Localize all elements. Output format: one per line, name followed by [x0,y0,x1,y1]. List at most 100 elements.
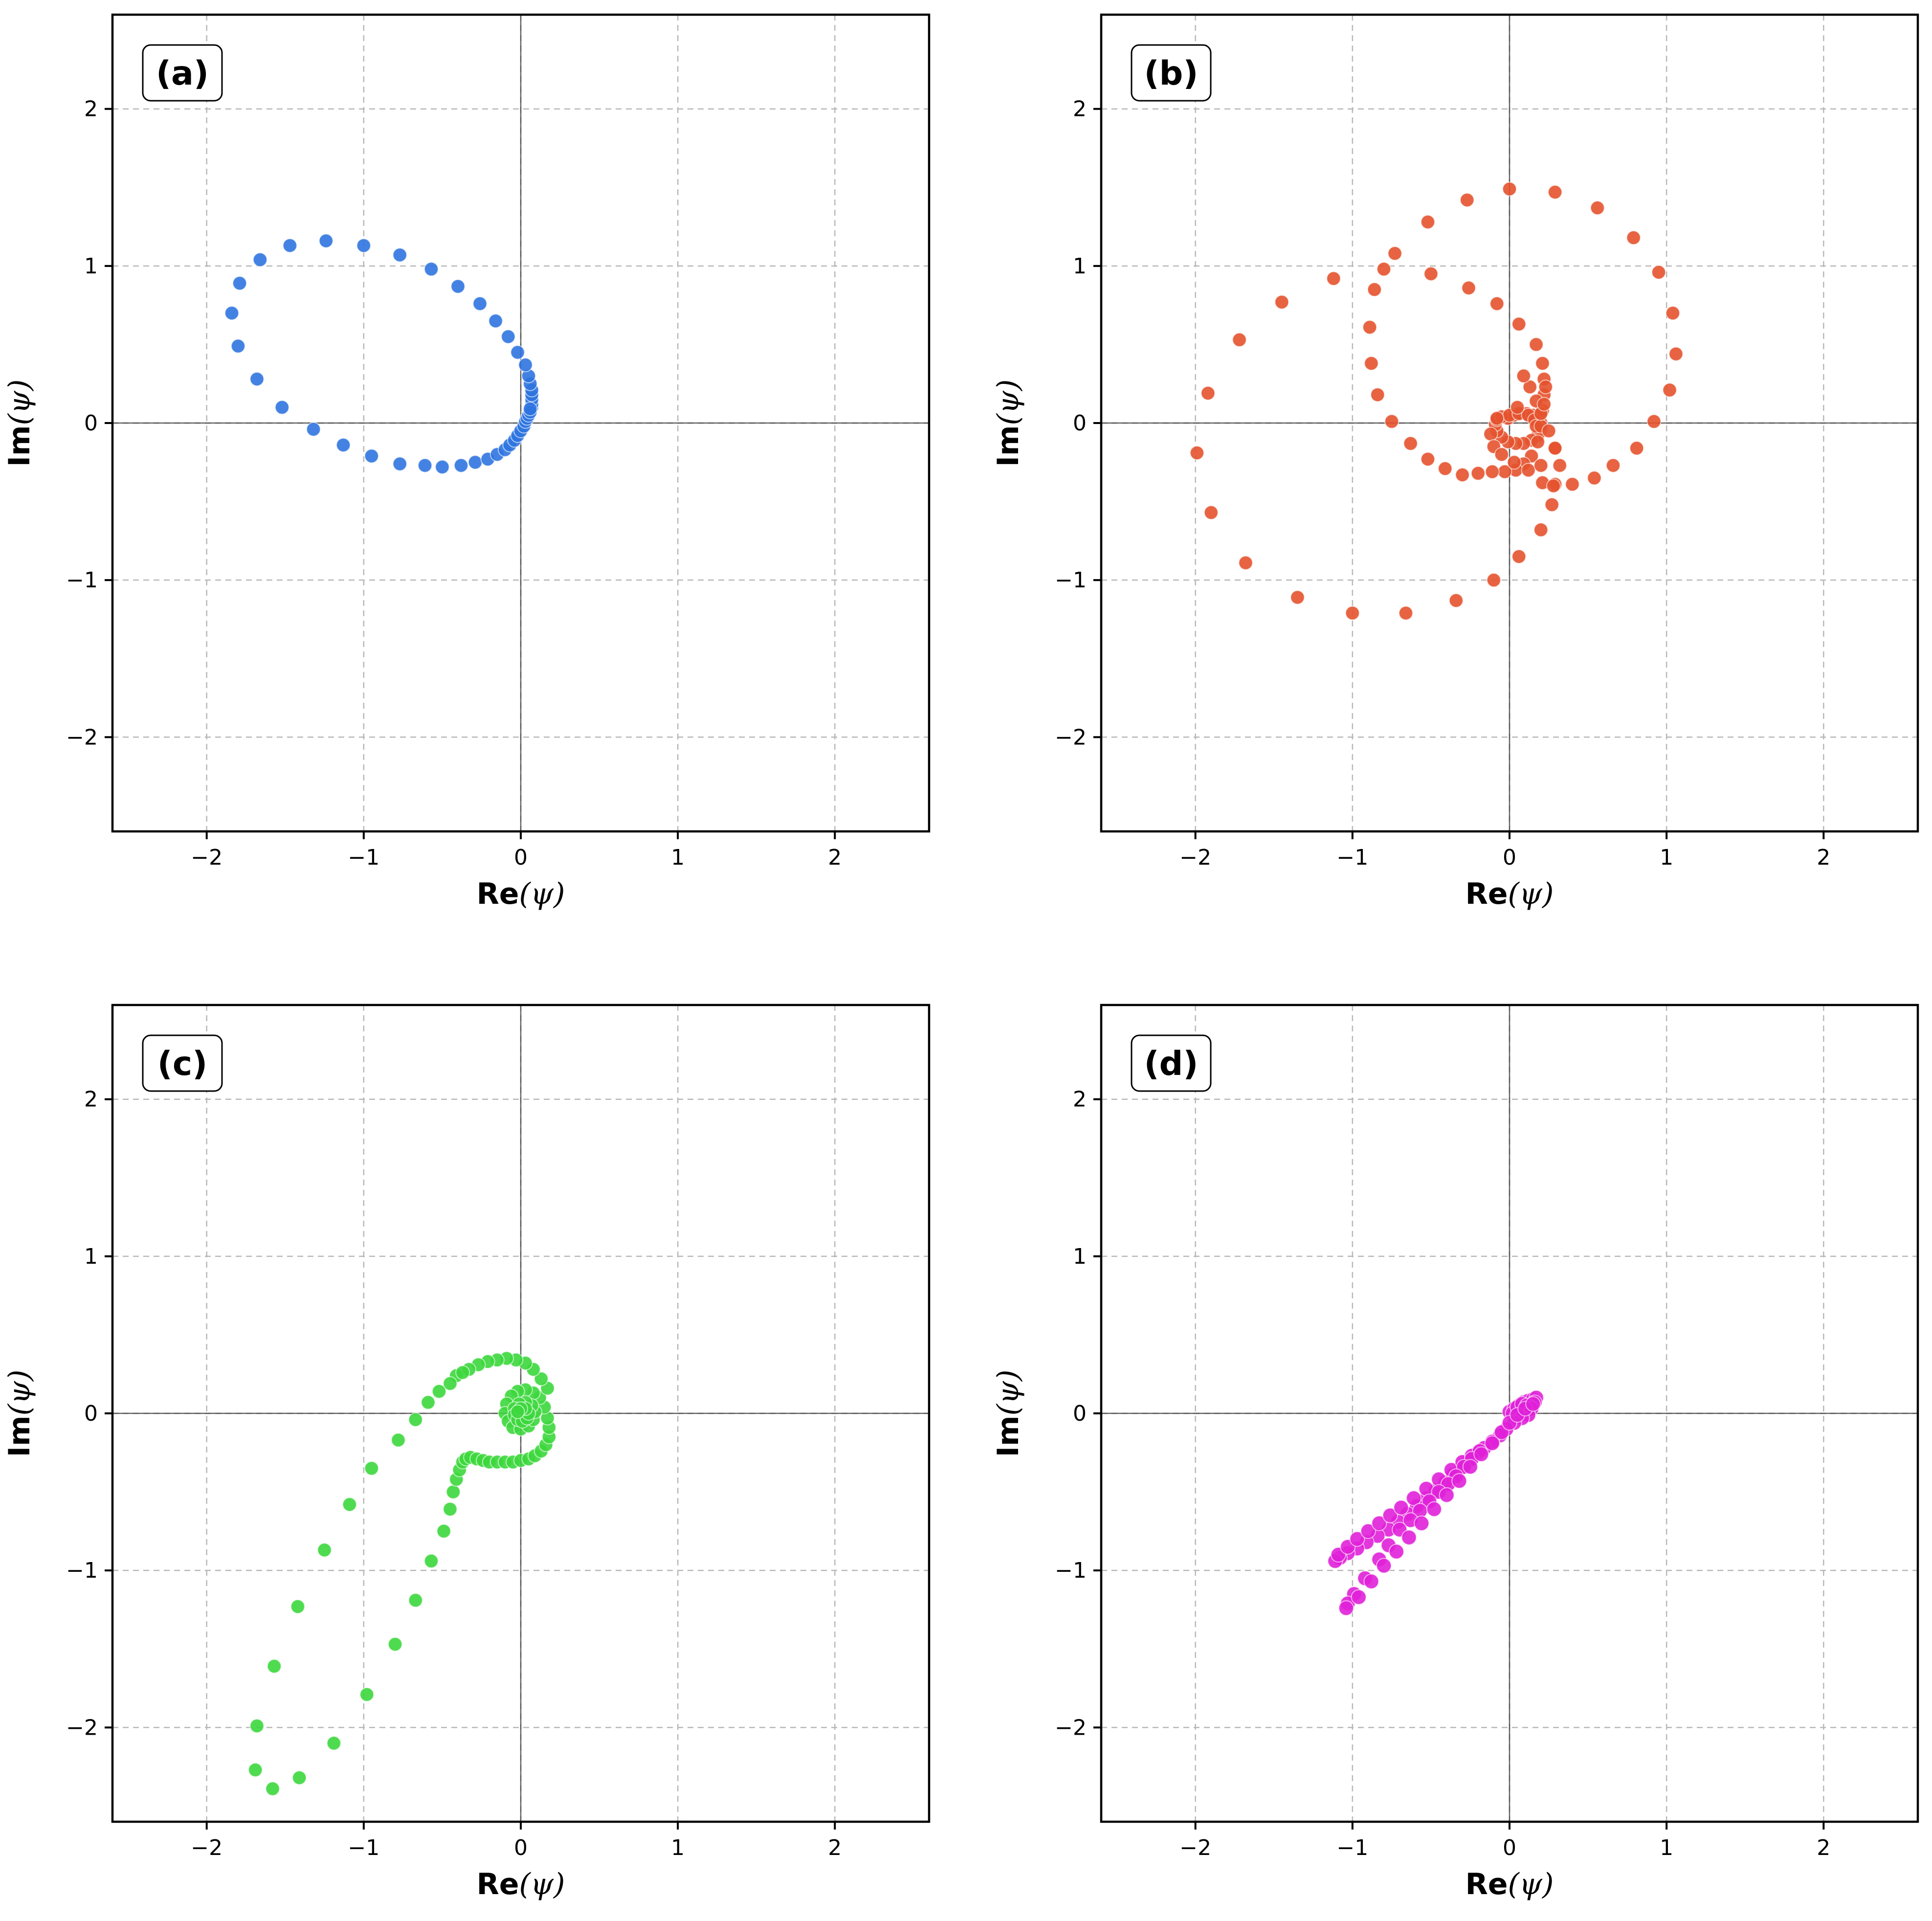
scatter-point [392,247,407,263]
y-axis-label: Im(ψ) [991,1370,1025,1457]
scatter-point [1461,280,1476,295]
scatter-point [1462,1459,1478,1475]
scatter-point [1489,411,1505,426]
scatter-point [1521,463,1536,478]
scatter-point [1363,1573,1379,1589]
scatter-point [306,422,321,437]
scatter-point [1473,1446,1489,1462]
scatter-point [435,459,450,474]
panel-label-box [1131,44,1212,102]
scatter-point [510,345,525,360]
scatter-point [1421,214,1435,229]
y-axis-label: Im(ψ) [2,380,37,467]
scatter-point [1516,368,1531,383]
scatter-point [1530,434,1545,449]
scatter-point [1522,380,1537,395]
scatter-point [1364,356,1379,371]
y-tick-label: −2 [66,725,98,750]
scatter-point [432,1384,446,1399]
scatter-point [1326,271,1341,286]
x-axis-label: Re(ψ) [1466,1867,1554,1901]
scatter-point [248,1763,263,1778]
scatter-point [1485,464,1500,479]
scatter-point [342,1497,357,1512]
y-tick-label: 1 [84,1244,98,1269]
scatter-point [501,329,516,344]
scatter-point [408,1412,423,1427]
scatter-point [1544,497,1559,512]
y-tick-label: −1 [66,1558,98,1583]
scatter-point [1507,455,1522,470]
panel-label: (d) [1144,1045,1199,1083]
scatter-point [1345,605,1360,621]
scatter-point [1189,446,1204,461]
scatter-point [1274,294,1289,310]
scatter-point [364,448,379,464]
panel-c: −2 −1 0 1 2 −2 −1 0 1 2 Re(ψ) Im(ψ) (c) [2,1004,931,1901]
panel-b: −2 −1 0 1 2 −2 −1 0 1 2 Re(ψ) Im(ψ) (b) [991,13,1919,911]
x-tick-label: 1 [671,1835,685,1860]
scatter-point [359,1687,375,1702]
panel-label: (c) [157,1045,207,1083]
scatter-point [1484,1435,1500,1452]
scatter-point [326,1736,341,1751]
y-axis-label: Im(ψ) [2,1370,37,1457]
scatter-point [252,252,267,267]
y-tick-label: 2 [84,97,98,122]
scatter-point [1510,400,1525,415]
scatter-point [1533,522,1549,537]
scatter-point [364,1461,379,1476]
x-tick-label: 0 [1503,1835,1516,1860]
scatter-point [1421,451,1435,467]
scatter-point [1548,184,1563,200]
x-axis-label: Re(ψ) [1466,877,1554,911]
scatter-point [1338,1600,1354,1616]
scatter-point [408,1593,423,1608]
scatter-point [224,306,240,321]
scatter-point [1349,1531,1365,1547]
x-tick-label: 2 [1817,1835,1830,1860]
scatter-point [1403,436,1418,451]
y-tick-label: 0 [1073,1401,1087,1426]
panel-label-box [142,1034,223,1092]
x-axis-label: Re(ψ) [477,1867,565,1901]
x-tick-label: −1 [348,845,379,870]
scatter-point [1483,426,1498,442]
scatter-point [423,262,439,277]
scatter-point [472,296,488,311]
scatter-point [1388,1543,1404,1560]
scatter-point [1629,441,1644,456]
scatter-point [1535,356,1550,371]
scatter-point [1590,201,1605,216]
y-tick-label: −1 [1055,568,1087,593]
scatter-point [1470,466,1486,481]
scatter-point [445,1484,461,1499]
x-axis-label: Re(ψ) [477,877,565,911]
scatter-point [518,357,533,373]
scatter-point [1384,414,1399,429]
scatter-point [1367,282,1382,297]
x-tick-label: 2 [828,845,842,870]
scatter-point [533,1371,549,1386]
x-tick-label: 0 [514,845,528,870]
scatter-point [1548,441,1563,456]
scatter-point [1565,477,1580,492]
x-tick-label: −1 [1336,845,1368,870]
scatter-point [436,1523,451,1539]
x-tick-label: −1 [348,1835,379,1860]
y-tick-label: 2 [1073,97,1087,122]
scatter-point [418,458,433,473]
scatter-point [450,279,466,294]
panel-d: −2 −1 0 1 2 −2 −1 0 1 2 Re(ψ) Im(ψ) (d) [991,1004,1919,1901]
scatter-point [1541,424,1556,439]
scatter-point [1423,266,1439,281]
scatter-point [266,1659,282,1674]
x-tick-label: 1 [1660,1835,1673,1860]
y-tick-label: −1 [66,568,98,593]
x-tick-label: −2 [1179,845,1211,870]
x-tick-label: 0 [514,1835,528,1860]
x-tick-label: 0 [1503,845,1516,870]
scatter-point [1533,458,1549,473]
scatter-point [1377,262,1392,277]
scatter-point [1401,1529,1417,1545]
